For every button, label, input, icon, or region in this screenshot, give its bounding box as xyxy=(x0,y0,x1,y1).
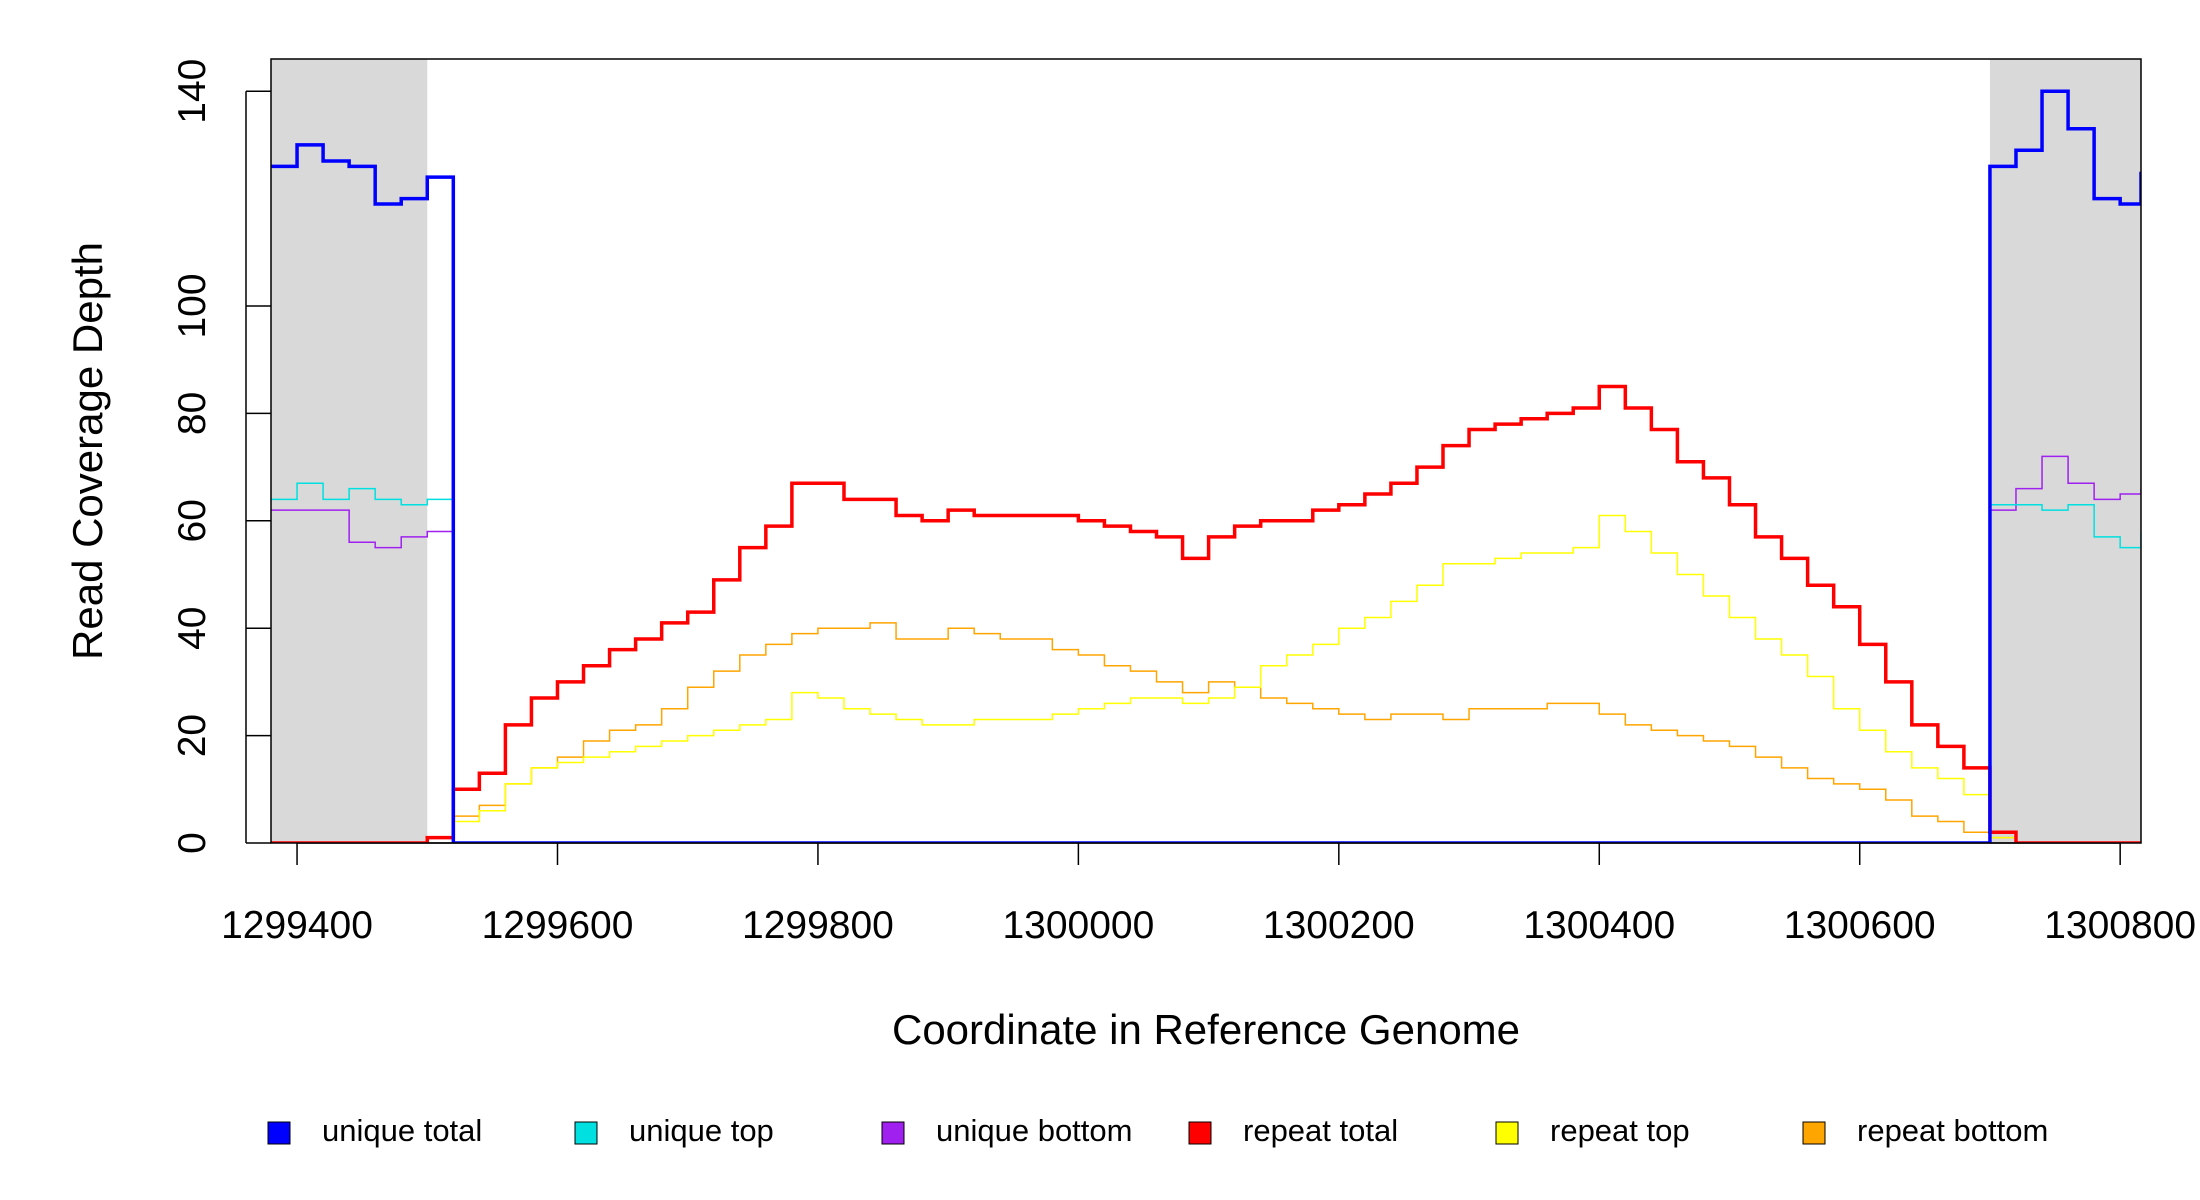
legend-label: repeat top xyxy=(1550,1113,1690,1148)
x-tick-label: 1300000 xyxy=(1002,904,1154,947)
y-tick-label: 140 xyxy=(171,59,214,124)
series-line xyxy=(271,514,2141,843)
y-tick-label: 60 xyxy=(171,499,214,542)
y-tick-label: 40 xyxy=(171,607,214,650)
legend-swatch xyxy=(267,1121,291,1145)
x-tick-label: 1299600 xyxy=(482,904,634,947)
series-line xyxy=(271,455,2141,843)
x-tick-label: 1299800 xyxy=(742,904,894,947)
x-tick-label: 1300400 xyxy=(1523,904,1675,947)
x-tick-label: 1300600 xyxy=(1784,904,1936,947)
legend-swatch xyxy=(881,1121,905,1145)
legend-swatch xyxy=(574,1121,598,1145)
x-tick-label: 1300200 xyxy=(1263,904,1415,947)
legend-swatch xyxy=(1495,1121,1519,1145)
y-tick-label: 20 xyxy=(171,714,214,757)
series-line xyxy=(271,384,2141,843)
y-axis-title: Read Coverage Depth xyxy=(64,242,111,660)
x-tick-label: 1299400 xyxy=(221,904,373,947)
legend-label: repeat bottom xyxy=(1857,1113,2048,1148)
legend-swatch xyxy=(1188,1121,1212,1145)
legend-label: unique total xyxy=(322,1113,482,1148)
x-tick-label: 1300800 xyxy=(2044,904,2196,947)
plot-frame xyxy=(270,58,2142,844)
plot-area xyxy=(271,89,2141,843)
legend-label: unique top xyxy=(629,1113,774,1148)
legend-label: unique bottom xyxy=(936,1113,1132,1148)
x-axis-title: Coordinate in Reference Genome xyxy=(892,1006,1520,1053)
legend-label: repeat total xyxy=(1243,1113,1398,1148)
y-tick-label: 0 xyxy=(171,832,214,854)
legend-swatch xyxy=(1802,1121,1826,1145)
shaded-region xyxy=(1989,59,2141,843)
shaded-region xyxy=(271,59,428,843)
y-tick-label: 100 xyxy=(171,273,214,338)
y-tick-label: 80 xyxy=(171,392,214,435)
series-line xyxy=(271,622,2141,843)
